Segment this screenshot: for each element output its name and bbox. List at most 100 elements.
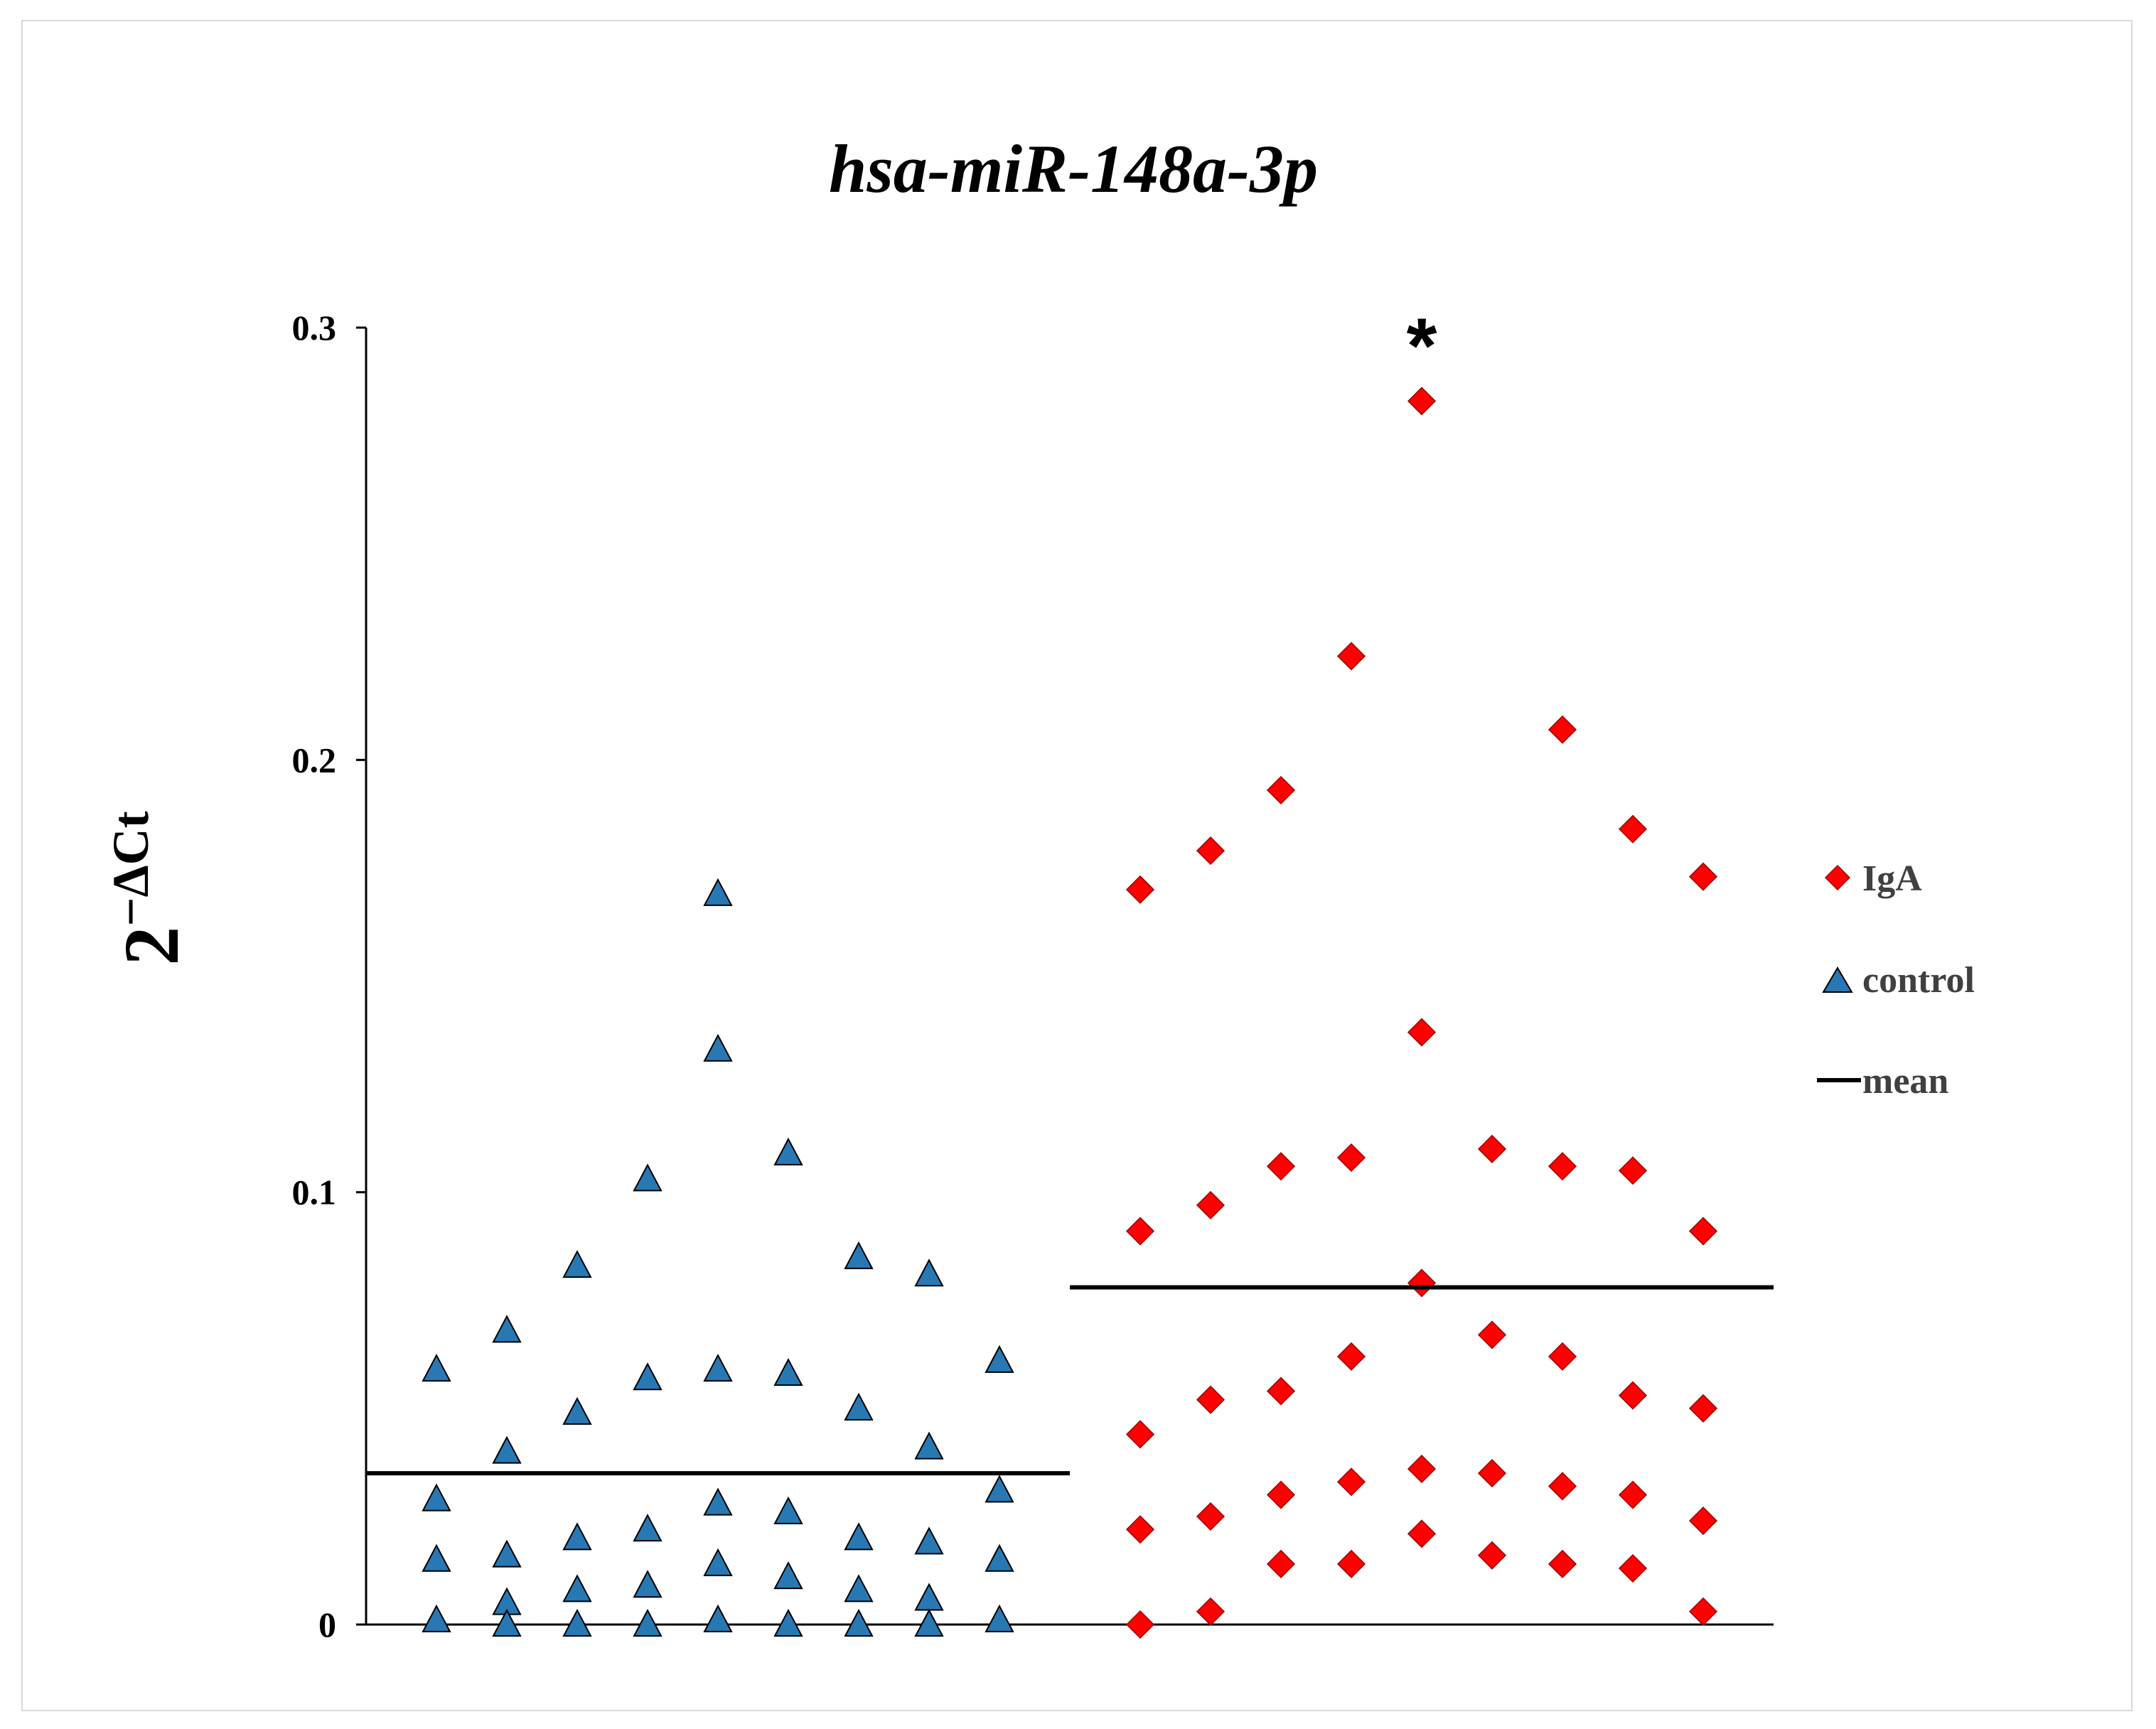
svg-text:2−ΔCt: 2−ΔCt [102, 811, 195, 965]
control-point [773, 1608, 803, 1637]
control-point [703, 1487, 733, 1516]
iga-point [1266, 1480, 1296, 1509]
iga-point [1407, 1269, 1437, 1298]
legend-label-mean: mean [1862, 1061, 1948, 1102]
iga-point [1407, 387, 1437, 416]
chart-title: hsa-miR-148a-3p [829, 131, 1318, 207]
control-point [562, 1522, 592, 1551]
iga-point [1618, 1156, 1648, 1185]
control-point [633, 1608, 663, 1637]
legend-triangle-icon [1822, 966, 1853, 993]
control-point [633, 1163, 663, 1192]
control-point [844, 1522, 874, 1551]
mean-lines [366, 1285, 1774, 1476]
iga-point [1477, 1459, 1507, 1488]
iga-point [1196, 1190, 1226, 1219]
iga-point [1125, 1515, 1155, 1544]
iga-point [1477, 1320, 1507, 1350]
control-point [703, 1604, 733, 1632]
iga-point [1336, 642, 1366, 671]
iga-point [1548, 1342, 1577, 1371]
iga-point [1336, 1549, 1366, 1578]
iga-point [1618, 1480, 1648, 1509]
iga-point [1266, 775, 1296, 804]
iga-point [1548, 715, 1577, 744]
legend-label-control: control [1862, 960, 1975, 1001]
y-tick-label: 0.1 [292, 1173, 337, 1212]
legend-diamond-icon [1824, 864, 1851, 891]
iga-point [1266, 1549, 1296, 1578]
control-point [914, 1431, 944, 1460]
control-point [422, 1544, 451, 1572]
iga-point [1336, 1342, 1366, 1371]
control-point [773, 1561, 803, 1590]
iga-point [1196, 836, 1226, 866]
control-point [562, 1249, 592, 1278]
control-point [703, 1353, 733, 1382]
iga-point [1125, 875, 1155, 904]
control-point [633, 1362, 663, 1391]
iga-point [1618, 1553, 1648, 1583]
control-point [422, 1353, 451, 1382]
control-point [914, 1526, 944, 1555]
control-point [703, 1548, 733, 1576]
iga-point [1618, 814, 1648, 844]
iga-point [1196, 1597, 1226, 1626]
iga-point [1548, 1549, 1577, 1578]
control-point [985, 1544, 1014, 1572]
control-point [914, 1583, 944, 1611]
control-point [703, 878, 733, 906]
control-point [773, 1496, 803, 1524]
iga-point [1548, 1472, 1577, 1501]
iga-point [1477, 1541, 1507, 1570]
control-point [492, 1539, 522, 1568]
control-point [985, 1604, 1014, 1632]
iga-point [1477, 1134, 1507, 1163]
control-point [422, 1604, 451, 1632]
y-tick-label: 0.3 [292, 308, 337, 348]
iga-point [1336, 1467, 1366, 1497]
iga-point [1125, 1420, 1155, 1449]
control-point [773, 1137, 803, 1165]
control-point [492, 1608, 522, 1637]
iga-point [1336, 1143, 1366, 1173]
iga-point [1548, 1152, 1577, 1181]
iga-point [1688, 1506, 1718, 1536]
iga-point [1266, 1152, 1296, 1181]
control-point [844, 1241, 874, 1269]
iga-point [1407, 1018, 1437, 1047]
control-point [844, 1392, 874, 1421]
iga-point [1618, 1381, 1648, 1410]
data-points [422, 387, 1718, 1639]
y-axis-ticks: 0 0.1 0.2 0.3 [292, 308, 366, 1644]
iga-point [1125, 1217, 1155, 1246]
significance-asterisk: * [1407, 302, 1437, 389]
control-point [985, 1475, 1014, 1503]
control-point [773, 1358, 803, 1386]
iga-point [1688, 862, 1718, 891]
control-point [844, 1608, 874, 1637]
control-point [985, 1345, 1014, 1373]
control-point [914, 1608, 944, 1637]
control-point [562, 1574, 592, 1603]
control-point [492, 1436, 522, 1464]
iga-point [1688, 1217, 1718, 1246]
y-tick-label: 0.2 [292, 740, 337, 780]
iga-point [1125, 1610, 1155, 1639]
control-point [492, 1315, 522, 1343]
iga-point [1266, 1377, 1296, 1406]
control-point [914, 1259, 944, 1287]
chart-frame [21, 20, 2133, 1711]
legend: IgA control mean [1817, 858, 1975, 1102]
control-point [422, 1483, 451, 1512]
y-tick-label: 0 [318, 1605, 336, 1644]
control-point [703, 1033, 733, 1062]
y-axis-label: 2−ΔCt [102, 811, 195, 965]
control-point [562, 1396, 592, 1425]
iga-point [1407, 1454, 1437, 1484]
iga-point [1688, 1394, 1718, 1423]
y-axis-label-base: 2 [108, 927, 195, 966]
iga-point [1196, 1502, 1226, 1531]
control-point [633, 1514, 663, 1542]
